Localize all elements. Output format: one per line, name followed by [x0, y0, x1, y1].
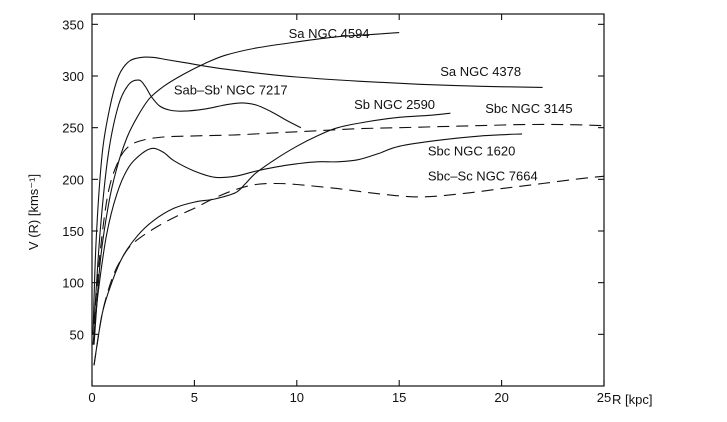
series-line-6 [93, 175, 605, 366]
curve-label-1: Sa NGC 4378 [440, 64, 521, 79]
series-line-4 [93, 123, 605, 325]
curve-label-0: Sa NGC 4594 [289, 26, 370, 41]
ticks-layer: 0 5 10 15 20 25 50 100 150 200 250 300 350 [62, 14, 611, 405]
x-tick-label-25: 25 [597, 390, 611, 405]
series-line-1 [92, 56, 543, 335]
x-tick-label-10: 10 [290, 390, 304, 405]
x-tick-label-15: 15 [392, 390, 406, 405]
y-tick-label-350: 350 [62, 17, 84, 32]
y-tick-label-100: 100 [62, 276, 84, 291]
plot-border [91, 13, 605, 387]
y-tick-label-250: 250 [62, 121, 84, 136]
series-line-3 [93, 112, 451, 366]
series-line-0 [93, 32, 400, 345]
curve-label-2: Sab–Sb' NGC 7217 [174, 83, 288, 98]
curve-label-4: Sbc NGC 3145 [485, 101, 572, 116]
series-line-5 [92, 133, 523, 345]
x-tick-label-5: 5 [191, 390, 198, 405]
y-tick-label-150: 150 [62, 224, 84, 239]
curve-label-3: Sb NGC 2590 [354, 97, 435, 112]
y-tick-label-50: 50 [70, 327, 84, 342]
x-tick-label-20: 20 [494, 390, 508, 405]
curve-label-5: Sbc NGC 1620 [428, 144, 515, 159]
series-line-2 [93, 79, 302, 325]
x-tick-label-0: 0 [88, 390, 95, 405]
y-axis-label: V (R) [kms⁻¹] [26, 174, 41, 250]
curve-labels-layer: Sa NGC 4594 Sa NGC 4378 Sab–Sb' NGC 7217 Sb… [174, 26, 573, 184]
y-tick-label-300: 300 [62, 69, 84, 84]
curve-label-6: Sbc–Sc NGC 7664 [428, 168, 538, 183]
plot-frame [91, 13, 605, 387]
curves-layer [92, 32, 605, 366]
y-tick-label-200: 200 [62, 172, 84, 187]
x-axis-label: R [kpc] [612, 392, 652, 407]
